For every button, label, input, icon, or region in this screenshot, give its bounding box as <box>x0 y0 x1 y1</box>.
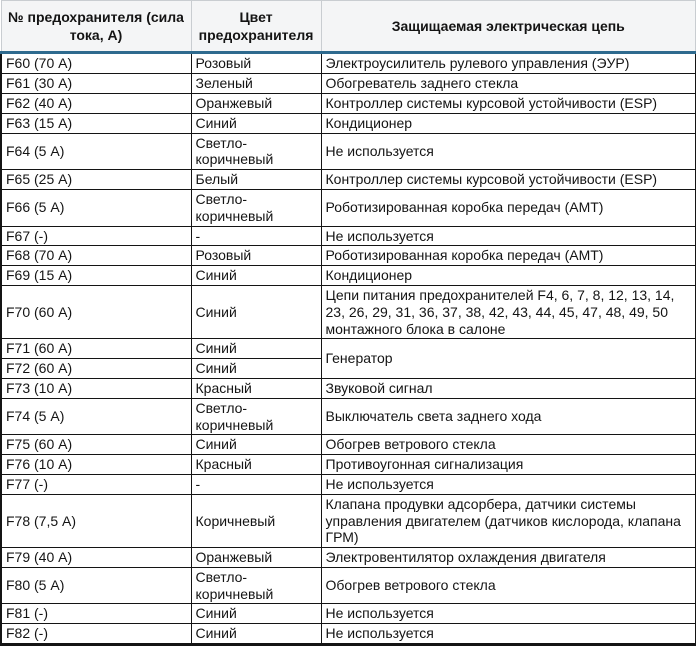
circuit-cell: Не используется <box>320 623 696 646</box>
circuit-cell: Выключатель света заднего хода <box>320 397 696 436</box>
table-row: F76 (10 А) Красный Противоугонная сигнализ… <box>0 454 696 475</box>
fuse-cell: F74 (5 А) <box>0 397 192 436</box>
column-header-fuse-color: Цвет предохранителя <box>190 0 322 55</box>
table-row: F65 (25 А) Белый Контроллер системы курсов… <box>0 169 696 190</box>
column-header-fuse-number: № предохранителя (сила тока, А) <box>0 0 192 55</box>
fuse-cell: F73 (10 А) <box>0 377 192 399</box>
fuse-cell: F77 (-) <box>0 473 192 495</box>
fuse-cell: F82 (-) <box>0 623 192 646</box>
color-cell: Синий <box>190 434 322 456</box>
circuit-cell: Роботизированная коробка передач (АМТ) <box>320 188 696 227</box>
table-row: F67 (-) - Не используется <box>0 225 696 247</box>
table-row: F72 (60 А) Синий <box>0 358 696 379</box>
circuit-cell: Противоугонная сигнализация <box>320 454 696 475</box>
color-cell: Белый <box>190 169 322 190</box>
fuse-cell: F61 (30 А) <box>0 73 192 94</box>
fuse-cell: F62 (40 А) <box>0 92 192 114</box>
color-cell: Красный <box>190 377 322 399</box>
circuit-cell: Контроллер системы курсовой устойчивости… <box>320 92 696 114</box>
color-cell: Синий <box>190 265 322 286</box>
fuse-cell: F67 (-) <box>0 225 192 247</box>
fuse-cell: F75 (60 А) <box>0 434 192 456</box>
color-cell: Оранжевый <box>190 92 322 114</box>
table-row: F70 (60 А) Синий Цепи питания предохраните… <box>0 284 696 340</box>
table-row: F80 (5 А) Светло-коричневый Обогрев ветров… <box>0 566 696 605</box>
fuse-cell: F80 (5 А) <box>0 566 192 605</box>
circuit-cell: Кондиционер <box>320 265 696 286</box>
circuit-cell: Генератор <box>320 338 696 379</box>
color-cell: Светло-коричневый <box>190 566 322 605</box>
circuit-cell: Обогреватель заднего стекла <box>320 73 696 94</box>
table-row: F60 (70 А) Розовый Электроусилитель рулево… <box>0 52 696 75</box>
table-row: F82 (-) Синий Не используется <box>0 623 696 646</box>
fuse-cell: F69 (15 А) <box>0 265 192 286</box>
fuse-cell: F76 (10 А) <box>0 454 192 475</box>
circuit-cell: Роботизированная коробка передач (АМТ) <box>320 245 696 267</box>
circuit-cell: Контроллер системы курсовой устойчивости… <box>320 169 696 190</box>
fuse-cell: F81 (-) <box>0 603 192 625</box>
fuse-cell: F66 (5 А) <box>0 188 192 227</box>
fuse-cell: F72 (60 А) <box>0 358 192 379</box>
color-cell: Оранжевый <box>190 547 322 568</box>
color-cell: Синий <box>190 284 322 340</box>
color-cell: - <box>190 473 322 495</box>
circuit-cell: Звуковой сигнал <box>320 377 696 399</box>
circuit-cell: Не используется <box>320 132 696 171</box>
fuse-cell: F60 (70 А) <box>0 52 192 75</box>
table-row: F68 (70 А) Розовый Роботизированная коробк… <box>0 245 696 267</box>
table-row: F73 (10 А) Красный Звуковой сигнал <box>0 377 696 399</box>
table-row: F75 (60 А) Синий Обогрев ветрового стекла <box>0 434 696 456</box>
table-row: F69 (15 А) Синий Кондиционер <box>0 265 696 286</box>
color-cell: Розовый <box>190 245 322 267</box>
color-cell: Синий <box>190 623 322 646</box>
color-cell: Светло-коричневый <box>190 132 322 171</box>
table-row: F64 (5 А) Светло-коричневый Не используетс… <box>0 132 696 171</box>
table-row: F79 (40 А) Оранжевый Электровентилятор охл… <box>0 547 696 568</box>
color-cell: Синий <box>190 112 322 134</box>
fuse-cell: F63 (15 А) <box>0 112 192 134</box>
table-row: F81 (-) Синий Не используется <box>0 603 696 625</box>
fuse-cell: F65 (25 А) <box>0 169 192 190</box>
circuit-cell: Не используется <box>320 225 696 247</box>
table-row: F77 (-) - Не используется <box>0 473 696 495</box>
table-row: F62 (40 А) Оранжевый Контроллер системы ку… <box>0 92 696 114</box>
table-row: F74 (5 А) Светло-коричневый Выключатель св… <box>0 397 696 436</box>
fuse-cell: F79 (40 А) <box>0 547 192 568</box>
circuit-cell: Обогрев ветрового стекла <box>320 434 696 456</box>
fuse-cell: F71 (60 А) <box>0 338 192 360</box>
color-cell: Розовый <box>190 52 322 75</box>
table-row: F78 (7,5 А) Коричневый Клапана продувки ад… <box>0 493 696 549</box>
circuit-cell: Клапана продувки адсорбера, датчики сист… <box>320 493 696 549</box>
fuse-cell: F68 (70 А) <box>0 245 192 267</box>
color-cell: Светло-коричневый <box>190 397 322 436</box>
color-cell: - <box>190 225 322 247</box>
fuse-cell: F70 (60 А) <box>0 284 192 340</box>
table-row: F63 (15 А) Синий Кондиционер <box>0 112 696 134</box>
circuit-cell: Цепи питания предохранителей F4, 6, 7, 8… <box>320 284 696 340</box>
color-cell: Коричневый <box>190 493 322 549</box>
color-cell: Красный <box>190 454 322 475</box>
circuit-cell: Не используется <box>320 473 696 495</box>
fuse-table-header: № предохранителя (сила тока, А) Цвет пре… <box>0 0 696 55</box>
column-header-protected-circuit: Защищаемая электрическая цепь <box>320 0 696 55</box>
circuit-cell: Обогрев ветрового стекла <box>320 566 696 605</box>
fuse-cell: F64 (5 А) <box>0 132 192 171</box>
circuit-cell: Не используется <box>320 603 696 625</box>
circuit-cell: Электровентилятор охлаждения двигателя <box>320 547 696 568</box>
color-cell: Синий <box>190 358 322 379</box>
color-cell: Светло-коричневый <box>190 188 322 227</box>
fuse-table-body: F60 (70 А) Розовый Электроусилитель рулево… <box>0 52 696 646</box>
circuit-cell: Кондиционер <box>320 112 696 134</box>
color-cell: Синий <box>190 338 322 360</box>
table-row: F71 (60 А) Синий Генератор <box>0 338 696 379</box>
table-row: F61 (30 А) Зеленый Обогреватель заднего ст… <box>0 73 696 94</box>
color-cell: Зеленый <box>190 73 322 94</box>
header-row: № предохранителя (сила тока, А) Цвет пре… <box>0 0 696 55</box>
circuit-cell: Электроусилитель рулевого управления (ЭУ… <box>320 52 696 75</box>
fuse-cell: F78 (7,5 А) <box>0 493 192 549</box>
color-cell: Синий <box>190 603 322 625</box>
table-row: F66 (5 А) Светло-коричневый Роботизированн… <box>0 188 696 227</box>
